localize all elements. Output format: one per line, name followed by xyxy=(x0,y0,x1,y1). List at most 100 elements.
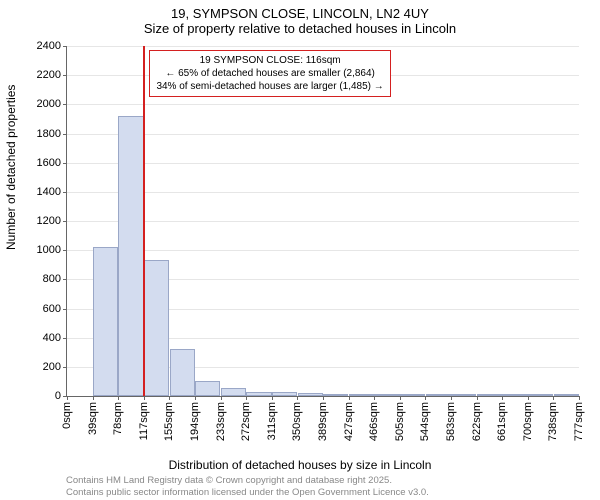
y-tick-mark xyxy=(63,250,67,251)
histogram-bar xyxy=(374,394,399,396)
x-tick-mark xyxy=(400,396,401,400)
y-tick-label: 2000 xyxy=(37,98,61,110)
chart-subtitle: Size of property relative to detached ho… xyxy=(0,21,600,36)
x-tick-label: 544sqm xyxy=(419,402,431,441)
plot-area: 0200400600800100012001400160018002000220… xyxy=(66,46,579,397)
x-tick-mark xyxy=(118,396,119,400)
y-tick-mark xyxy=(63,192,67,193)
y-tick-mark xyxy=(63,134,67,135)
x-tick-label: 155sqm xyxy=(163,402,175,441)
x-tick-label: 427sqm xyxy=(343,402,355,441)
y-tick-label: 1400 xyxy=(37,186,61,198)
x-tick-label: 117sqm xyxy=(138,402,150,440)
x-tick-mark xyxy=(144,396,145,400)
y-tick-label: 2400 xyxy=(37,40,61,52)
y-tick-mark xyxy=(63,279,67,280)
x-tick-mark xyxy=(451,396,452,400)
x-tick-label: 505sqm xyxy=(394,402,406,441)
x-tick-label: 661sqm xyxy=(496,402,508,441)
y-tick-label: 1200 xyxy=(37,215,61,227)
x-tick-mark xyxy=(502,396,503,400)
x-tick-mark xyxy=(221,396,222,400)
histogram-bar xyxy=(426,394,451,396)
x-tick-label: 0sqm xyxy=(61,402,73,429)
histogram-bar xyxy=(502,394,527,396)
attribution-text: Contains HM Land Registry data © Crown c… xyxy=(66,475,429,498)
histogram-bar xyxy=(528,394,553,396)
y-tick-mark xyxy=(63,104,67,105)
x-tick-label: 700sqm xyxy=(522,402,534,441)
attribution-line: Contains HM Land Registry data © Crown c… xyxy=(66,475,429,486)
histogram-bar xyxy=(93,247,118,396)
title-block: 19, SYMPSON CLOSE, LINCOLN, LN2 4UY Size… xyxy=(0,0,600,36)
histogram-bar xyxy=(246,392,271,396)
histogram-bar xyxy=(118,116,143,396)
x-tick-label: 738sqm xyxy=(547,402,559,441)
chart-container: 19, SYMPSON CLOSE, LINCOLN, LN2 4UY Size… xyxy=(0,0,600,500)
histogram-bar xyxy=(144,260,169,396)
x-tick-label: 389sqm xyxy=(317,402,329,441)
y-tick-mark xyxy=(63,163,67,164)
x-tick-label: 466sqm xyxy=(368,402,380,441)
y-tick-label: 1600 xyxy=(37,157,61,169)
annotation-line: 19 SYMPSON CLOSE: 116sqm xyxy=(156,54,383,67)
y-tick-label: 2200 xyxy=(37,69,61,81)
x-tick-label: 194sqm xyxy=(189,402,201,441)
histogram-bar xyxy=(323,394,348,396)
x-tick-label: 583sqm xyxy=(445,402,457,441)
y-tick-mark xyxy=(63,221,67,222)
x-tick-mark xyxy=(425,396,426,400)
histogram-bar xyxy=(349,394,374,396)
x-tick-mark xyxy=(246,396,247,400)
x-tick-mark xyxy=(323,396,324,400)
x-tick-label: 350sqm xyxy=(291,402,303,441)
y-axis-label: Number of detached properties xyxy=(4,85,18,250)
x-tick-label: 272sqm xyxy=(240,402,252,441)
x-tick-label: 78sqm xyxy=(112,402,124,435)
x-tick-mark xyxy=(374,396,375,400)
x-tick-mark xyxy=(169,396,170,400)
y-tick-label: 600 xyxy=(43,303,61,315)
x-tick-label: 233sqm xyxy=(215,402,227,441)
x-tick-mark xyxy=(297,396,298,400)
x-tick-mark xyxy=(272,396,273,400)
y-tick-mark xyxy=(63,309,67,310)
x-tick-mark xyxy=(528,396,529,400)
x-tick-mark xyxy=(349,396,350,400)
histogram-bar xyxy=(477,394,502,396)
y-tick-label: 800 xyxy=(43,273,61,285)
histogram-bar xyxy=(221,388,246,396)
x-tick-label: 39sqm xyxy=(87,402,99,435)
x-tick-mark xyxy=(477,396,478,400)
x-tick-mark xyxy=(195,396,196,400)
x-axis-label: Distribution of detached houses by size … xyxy=(0,458,600,472)
attribution-line: Contains public sector information licen… xyxy=(66,487,429,498)
x-tick-label: 777sqm xyxy=(573,402,585,441)
y-tick-mark xyxy=(63,338,67,339)
x-tick-mark xyxy=(553,396,554,400)
y-tick-label: 0 xyxy=(55,390,61,402)
histogram-bar xyxy=(195,381,220,396)
y-tick-mark xyxy=(63,367,67,368)
histogram-bar xyxy=(298,393,323,396)
y-tick-mark xyxy=(63,75,67,76)
y-tick-label: 400 xyxy=(43,332,61,344)
annotation-line: ← 65% of detached houses are smaller (2,… xyxy=(156,67,383,80)
x-tick-label: 622sqm xyxy=(471,402,483,441)
histogram-bar xyxy=(451,394,476,396)
annotation-box: 19 SYMPSON CLOSE: 116sqm← 65% of detache… xyxy=(149,50,390,97)
histogram-bar xyxy=(554,394,579,396)
histogram-bar xyxy=(400,394,425,396)
indicator-line xyxy=(143,46,145,396)
x-tick-mark xyxy=(67,396,68,400)
chart-title: 19, SYMPSON CLOSE, LINCOLN, LN2 4UY xyxy=(0,6,600,21)
x-tick-mark xyxy=(579,396,580,400)
y-tick-label: 200 xyxy=(43,361,61,373)
histogram-bar xyxy=(170,349,195,396)
y-tick-label: 1800 xyxy=(37,128,61,140)
annotation-line: 34% of semi-detached houses are larger (… xyxy=(156,80,383,93)
x-tick-mark xyxy=(93,396,94,400)
histogram-bar xyxy=(272,392,297,396)
x-tick-label: 311sqm xyxy=(266,402,278,440)
y-tick-mark xyxy=(63,46,67,47)
